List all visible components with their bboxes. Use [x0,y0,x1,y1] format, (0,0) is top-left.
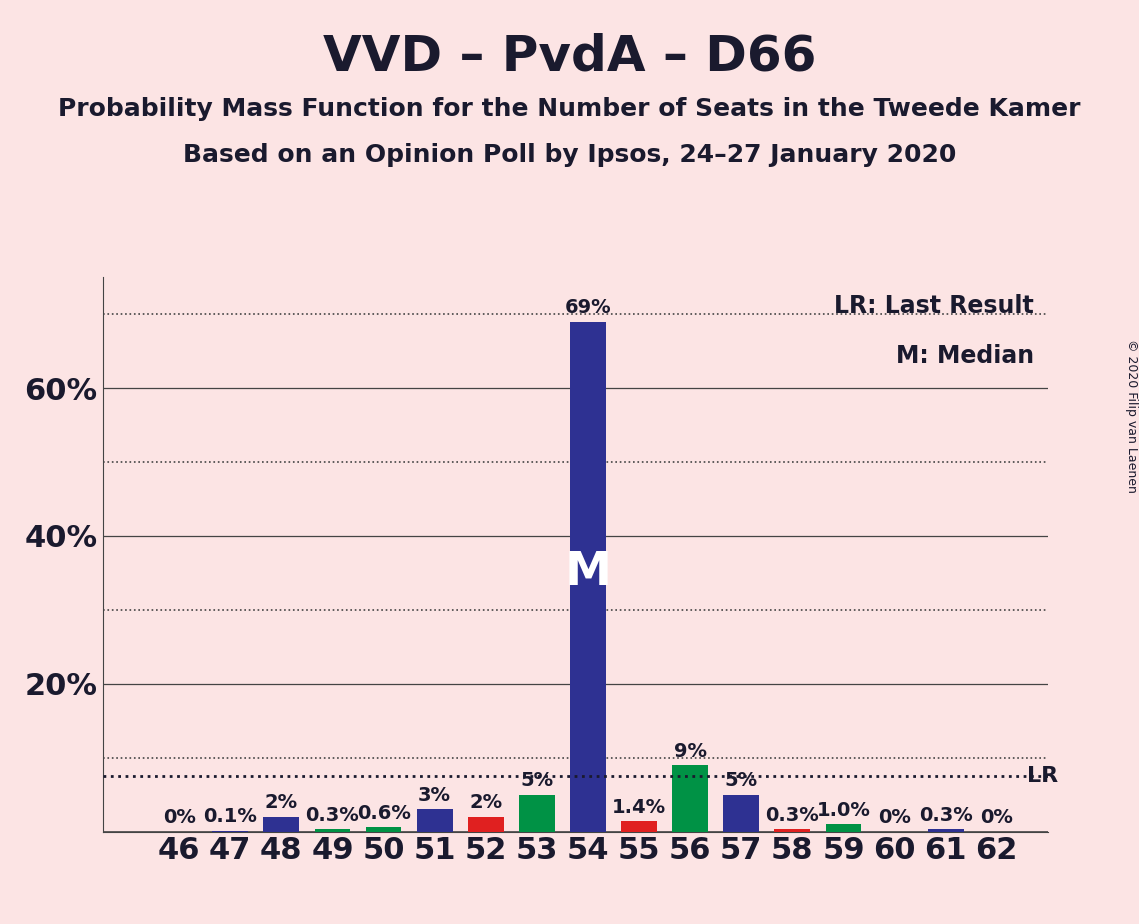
Text: 0%: 0% [163,808,196,827]
Text: 0%: 0% [981,808,1014,827]
Text: 5%: 5% [521,772,554,790]
Bar [723,795,760,832]
Bar [621,821,657,832]
Text: 0.3%: 0.3% [305,806,359,825]
Bar [468,817,503,832]
Text: LR: LR [1027,766,1058,786]
Bar [672,765,708,832]
Bar [263,817,300,832]
Bar [928,830,964,832]
Text: Based on an Opinion Poll by Ipsos, 24–27 January 2020: Based on an Opinion Poll by Ipsos, 24–27… [183,143,956,167]
Bar [826,824,861,832]
Text: 0%: 0% [878,808,911,827]
Text: 2%: 2% [469,794,502,812]
Bar [571,322,606,832]
Text: LR: Last Result: LR: Last Result [834,294,1034,318]
Text: © 2020 Filip van Laenen: © 2020 Filip van Laenen [1124,339,1138,492]
Text: M: Median: M: Median [895,344,1034,368]
Text: 0.3%: 0.3% [765,806,819,825]
Bar [366,827,401,832]
Text: 1.0%: 1.0% [817,801,870,820]
Bar [314,830,351,832]
Text: 2%: 2% [264,794,298,812]
Text: 5%: 5% [724,772,757,790]
Text: 3%: 3% [418,786,451,805]
Text: M: M [565,551,612,595]
Text: 69%: 69% [565,298,612,317]
Text: VVD – PvdA – D66: VVD – PvdA – D66 [322,32,817,80]
Bar [775,830,810,832]
Text: 1.4%: 1.4% [612,797,666,817]
Bar [519,795,555,832]
Text: Probability Mass Function for the Number of Seats in the Tweede Kamer: Probability Mass Function for the Number… [58,97,1081,121]
Bar [417,809,452,832]
Text: 0.3%: 0.3% [919,806,973,825]
Text: 9%: 9% [673,742,706,760]
Text: 0.6%: 0.6% [357,804,410,822]
Text: 0.1%: 0.1% [204,808,257,826]
